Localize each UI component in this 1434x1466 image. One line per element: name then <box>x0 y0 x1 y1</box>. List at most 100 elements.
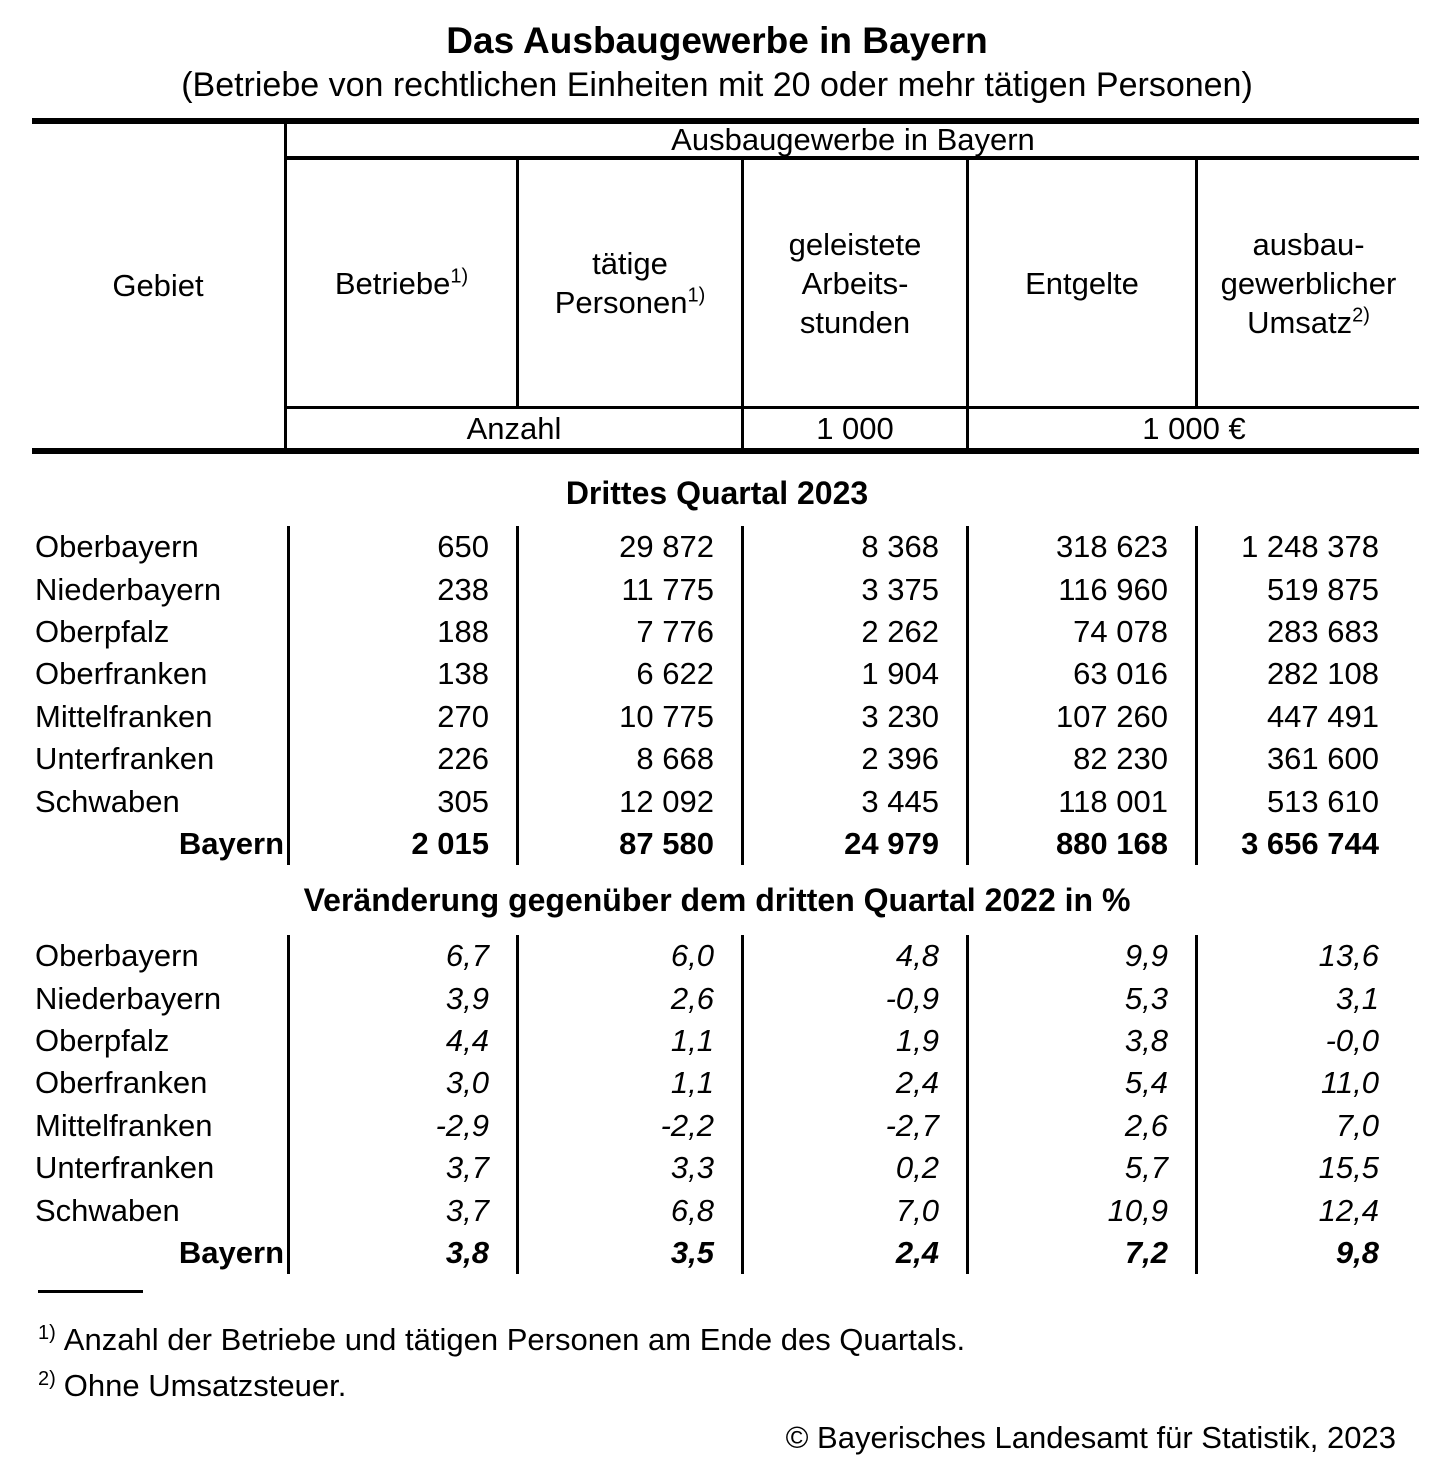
value-cell: 2,6 <box>966 1104 1195 1147</box>
value-cell: 4,4 <box>287 1019 516 1063</box>
value-cell: 3 230 <box>741 695 966 738</box>
value-cell: 8 368 <box>741 526 966 569</box>
value-cell-total: 7,2 <box>966 1231 1195 1275</box>
value-cell: 10 775 <box>516 695 741 738</box>
gebiet-header-cell: Gebiet <box>32 124 287 448</box>
value-cell: 13,6 <box>1195 935 1419 978</box>
value-cell: 1 248 378 <box>1195 526 1419 569</box>
row-label: Oberpfalz <box>35 1022 170 1058</box>
row-label: Unterfranken <box>35 741 215 777</box>
page-title: Das Ausbaugewerbe in Bayern <box>446 20 988 61</box>
value-cell-total: 2,4 <box>741 1231 966 1275</box>
value-cell: 447 491 <box>1195 695 1419 738</box>
value-cell: 305 <box>287 780 516 823</box>
section-title-change: Veränderung gegenüber dem dritten Quarta… <box>303 881 1131 918</box>
value-cell: 5,7 <box>966 1146 1195 1190</box>
value-cell: 3,9 <box>287 977 516 1020</box>
unit-thousand: 1 000 <box>741 409 966 448</box>
row-label: Mittelfranken <box>35 698 213 734</box>
table-header-right: Ausbaugewerbe in Bayern Betriebe1) tätig… <box>287 122 1419 448</box>
value-cell: 3,7 <box>287 1189 516 1232</box>
footnote-text: Anzahl der Betriebe und tätigen Personen… <box>63 1322 966 1357</box>
value-cell: -2,7 <box>741 1104 966 1147</box>
value-cell: 9,9 <box>966 935 1195 978</box>
value-cell: 2 262 <box>741 610 966 654</box>
value-cell: 5,4 <box>966 1062 1195 1105</box>
row-label: Oberfranken <box>35 656 208 692</box>
value-cell: -0,0 <box>1195 1019 1419 1063</box>
value-cell: 12 092 <box>516 780 741 823</box>
column-header-taetige-personen: tätige Personen1) <box>516 160 741 406</box>
row-label: Oberpfalz <box>35 613 170 649</box>
footnote-rule <box>38 1290 143 1293</box>
value-cell: 513 610 <box>1195 780 1419 823</box>
value-cell: 3 375 <box>741 568 966 611</box>
row-label: Oberbayern <box>35 938 199 974</box>
column-header-text: Arbeits- <box>801 265 909 301</box>
column-header-text: gewerblicher <box>1220 265 1397 301</box>
column-header-betriebe: Betriebe1) <box>287 160 516 406</box>
value-cell: 10,9 <box>966 1189 1195 1232</box>
value-cell: 138 <box>287 653 516 696</box>
footnote-marker: 1) <box>450 265 469 288</box>
group-header-label: Ausbaugewerbe in Bayern <box>671 122 1035 157</box>
row-label: Unterfranken <box>35 1150 215 1186</box>
value-cell-total: 9,8 <box>1195 1231 1419 1275</box>
footnote-text: Ohne Umsatzsteuer. <box>63 1368 347 1403</box>
value-cell-total: 3,5 <box>516 1231 741 1275</box>
value-cell: 3,8 <box>966 1019 1195 1063</box>
value-cell: 1 904 <box>741 653 966 696</box>
column-header-text: tätige <box>592 246 668 281</box>
value-cell-total: 24 979 <box>741 822 966 866</box>
value-cell: 2,4 <box>741 1062 966 1105</box>
row-label: Niederbayern <box>35 571 222 607</box>
unit-thousand-euro: 1 000 € <box>966 409 1419 448</box>
section-grid-q3-2023: Oberbayern 650 29 872 8 368 318 623 1 24… <box>32 526 1419 866</box>
value-cell: -2,9 <box>287 1104 516 1147</box>
column-header-arbeitsstunden: geleistete Arbeits- stunden <box>741 160 966 406</box>
value-cell: 6 622 <box>516 653 741 696</box>
value-cell: 11,0 <box>1195 1062 1419 1105</box>
column-header-umsatz: ausbau- gewerblicher Umsatz2) <box>1195 160 1419 406</box>
unit-anzahl: Anzahl <box>466 410 562 446</box>
row-label: Schwaben <box>35 783 180 819</box>
value-cell: 82 230 <box>966 737 1195 781</box>
value-cell: 3 445 <box>741 780 966 823</box>
value-cell: 74 078 <box>966 610 1195 654</box>
value-cell: 7 776 <box>516 610 741 654</box>
column-header-entgelte: Entgelte <box>966 160 1195 406</box>
row-label: Schwaben <box>35 1192 180 1228</box>
value-cell: 0,2 <box>741 1146 966 1190</box>
value-cell: 2,6 <box>516 977 741 1020</box>
column-header-text: ausbau- <box>1252 226 1365 262</box>
value-cell: 1,1 <box>516 1019 741 1063</box>
value-cell: 5,3 <box>966 977 1195 1020</box>
value-cell: 4,8 <box>741 935 966 978</box>
value-cell: 3,7 <box>287 1146 516 1190</box>
value-cell: 29 872 <box>516 526 741 569</box>
value-cell: 107 260 <box>966 695 1195 738</box>
row-label: Oberfranken <box>35 1065 208 1101</box>
column-header-text: Umsatz <box>1247 304 1353 340</box>
footnote-marker: 1) <box>687 284 706 307</box>
footnote-2: 2) Ohne Umsatzsteuer. <box>38 1368 346 1404</box>
value-cell: 283 683 <box>1195 610 1419 654</box>
value-cell: 3,1 <box>1195 977 1419 1020</box>
value-cell-total: 880 168 <box>966 822 1195 866</box>
section-grid-change: Oberbayern 6,7 6,0 4,8 9,9 13,6 Niederba… <box>32 935 1419 1275</box>
value-cell: 8 668 <box>516 737 741 781</box>
value-cell: 11 775 <box>516 568 741 611</box>
value-cell: 6,7 <box>287 935 516 978</box>
value-cell-total: 3,8 <box>287 1231 516 1275</box>
page-subtitle: (Betriebe von rechtlichen Einheiten mit … <box>181 66 1253 104</box>
value-cell: 3,3 <box>516 1146 741 1190</box>
column-header-text: Entgelte <box>1025 265 1139 301</box>
value-cell: 282 108 <box>1195 653 1419 696</box>
column-header-text: Betriebe <box>334 265 451 301</box>
table-header: Gebiet Ausbaugewerbe in Bayern Betriebe1… <box>32 118 1419 454</box>
column-header-text: geleistete <box>788 226 922 262</box>
column-header-text: Personen <box>554 285 688 320</box>
footnote-marker: 1) <box>38 1321 56 1344</box>
value-cell: 361 600 <box>1195 737 1419 781</box>
